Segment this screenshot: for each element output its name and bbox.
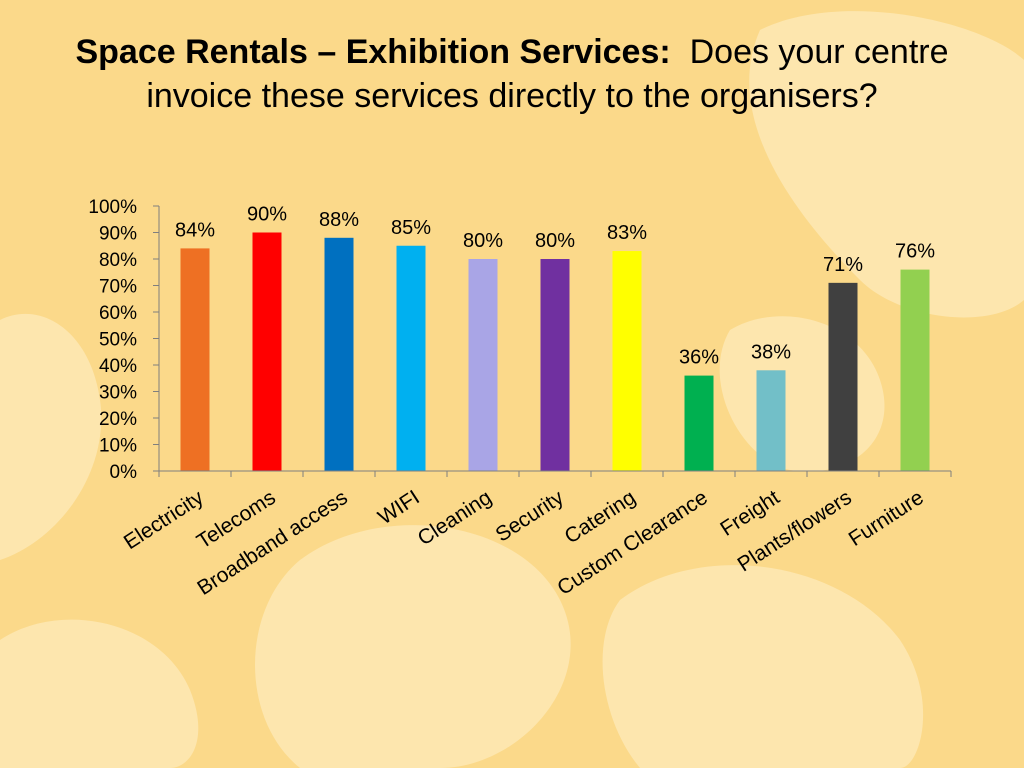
y-tick-label: 40%: [99, 356, 137, 377]
bar-plants-flowers: [828, 282, 858, 471]
x-category-label: WIFI: [374, 486, 424, 529]
bar-broadband-access: [324, 237, 354, 471]
y-tick-label: 60%: [99, 303, 137, 324]
bar-freight: [756, 370, 786, 471]
data-label: 83%: [607, 222, 647, 244]
y-tick-label: 90%: [99, 224, 137, 245]
data-label: 38%: [751, 341, 791, 363]
bar-security: [540, 259, 570, 471]
y-tick-label: 30%: [99, 383, 137, 404]
bar-custom-clearance: [684, 375, 714, 471]
axes: [153, 205, 952, 477]
data-label: 80%: [463, 230, 503, 252]
slide-title-question: Does your centre invoice these services …: [146, 33, 949, 115]
y-tick-label: 0%: [110, 462, 138, 483]
x-category-label: Electricity: [120, 486, 208, 554]
y-tick-label: 10%: [99, 436, 137, 457]
data-label: 84%: [175, 219, 215, 241]
x-category-label: Cleaning: [414, 486, 496, 550]
bar-catering: [612, 251, 642, 471]
y-axis-ticks: 0% 10% 20% 30% 40% 50% 60% 70% 80% 90% 100%: [88, 197, 137, 483]
data-labels: 84% 90% 88% 85% 80% 80% 83% 36% 38% 71% 76%: [175, 204, 935, 369]
bar-cleaning: [468, 259, 498, 471]
y-tick-label: 20%: [99, 409, 137, 430]
data-label: 76%: [895, 241, 935, 263]
data-label: 80%: [535, 230, 575, 252]
slide-title-bold: Space Rentals – Exhibition Services:: [75, 33, 671, 71]
slide-title: Space Rentals – Exhibition Services: Doe…: [40, 30, 984, 118]
bar-telecoms: [252, 232, 282, 471]
data-label: 71%: [823, 254, 863, 276]
y-tick-label: 70%: [99, 277, 137, 298]
y-tick-label: 80%: [99, 250, 137, 271]
bar-electricity: [180, 248, 210, 471]
x-category-label: Security: [492, 486, 569, 547]
bar-wifi: [396, 245, 426, 471]
data-label: 36%: [679, 347, 719, 369]
data-label: 88%: [319, 209, 359, 231]
y-tick-label: 100%: [88, 197, 137, 218]
x-category-label: Furniture: [845, 486, 928, 551]
data-label: 85%: [391, 217, 431, 239]
bar-furniture: [900, 269, 930, 471]
y-tick-label: 50%: [99, 330, 137, 351]
bars: [180, 232, 930, 471]
data-label: 90%: [247, 204, 287, 226]
